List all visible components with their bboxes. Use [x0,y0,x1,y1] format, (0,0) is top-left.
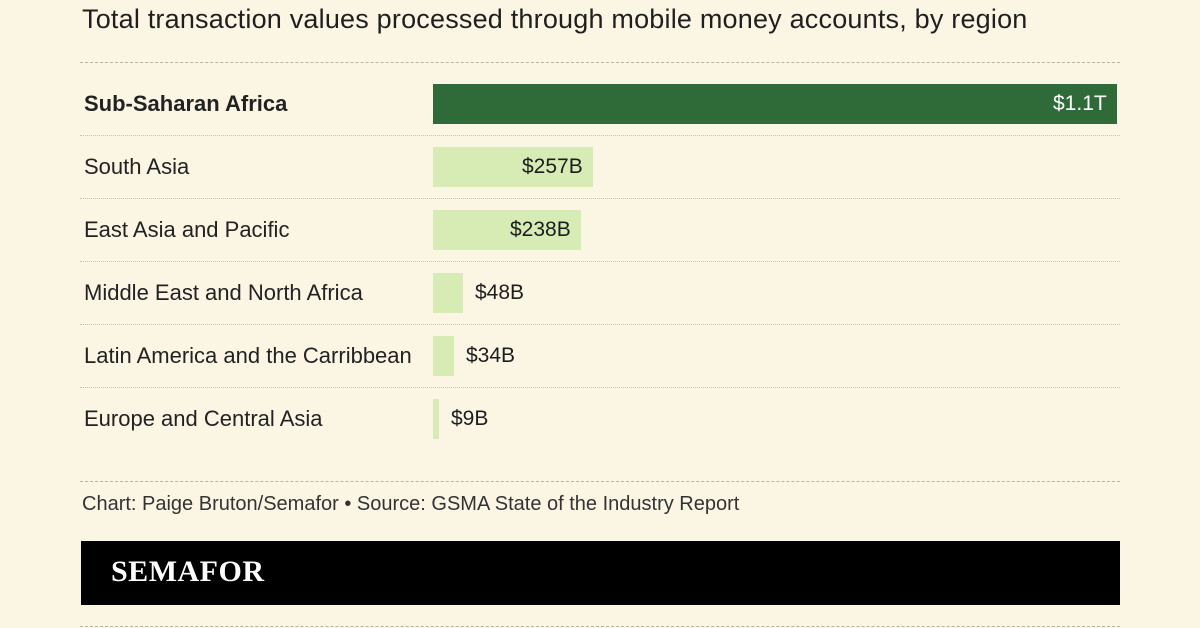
category-label: Sub-Saharan Africa [84,91,288,116]
value-label: $257B [522,155,583,178]
bar [433,273,463,313]
chart-title: Total transaction values processed throu… [82,4,1028,34]
chart-credit: Chart: Paige Bruton/Semafor • Source: GS… [82,493,740,515]
title-divider [80,62,1120,63]
bar [433,147,593,187]
category-label: Latin America and the Carribbean [84,343,412,368]
row-separator [80,387,1120,388]
bar [433,399,439,439]
bar [433,210,581,250]
value-label: $48B [475,281,525,304]
category-label: East Asia and Pacific [84,217,290,242]
row-separator [80,135,1120,136]
value-label: $9B [451,407,489,430]
brand-logo: SEMAFOR [111,555,265,588]
chart-bottom-divider [80,481,1120,482]
value-label: $238B [510,218,571,241]
category-label: Europe and Central Asia [84,406,323,431]
page-bottom-divider [80,626,1120,627]
row-separator [80,198,1120,199]
row-separator [80,261,1120,262]
bar [433,84,1117,124]
row-separator [80,324,1120,325]
category-label: Middle East and North Africa [84,280,363,305]
category-label: South Asia [84,154,190,179]
value-label: $1.1T [1053,92,1107,115]
brand-banner: SEMAFOR [81,541,1120,605]
bar [433,336,454,376]
value-label: $34B [466,344,516,367]
